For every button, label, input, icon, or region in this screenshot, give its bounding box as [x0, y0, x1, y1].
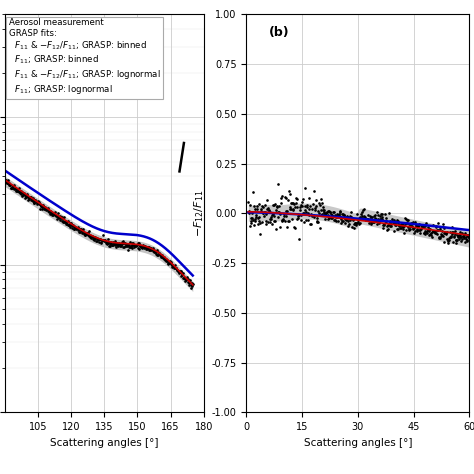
- X-axis label: Scattering angles [°]: Scattering angles [°]: [50, 438, 158, 447]
- Text: Aerosol measurement
GRASP fits:
  $F_{11}$ & $-F_{12}/F_{11}$; GRASP: binned
  $: Aerosol measurement GRASP fits: $F_{11}$…: [9, 18, 161, 96]
- Text: (b): (b): [269, 26, 290, 39]
- Y-axis label: $-F_{12}/F_{11}$: $-F_{12}/F_{11}$: [192, 190, 206, 237]
- X-axis label: Scattering angles [°]: Scattering angles [°]: [304, 438, 412, 447]
